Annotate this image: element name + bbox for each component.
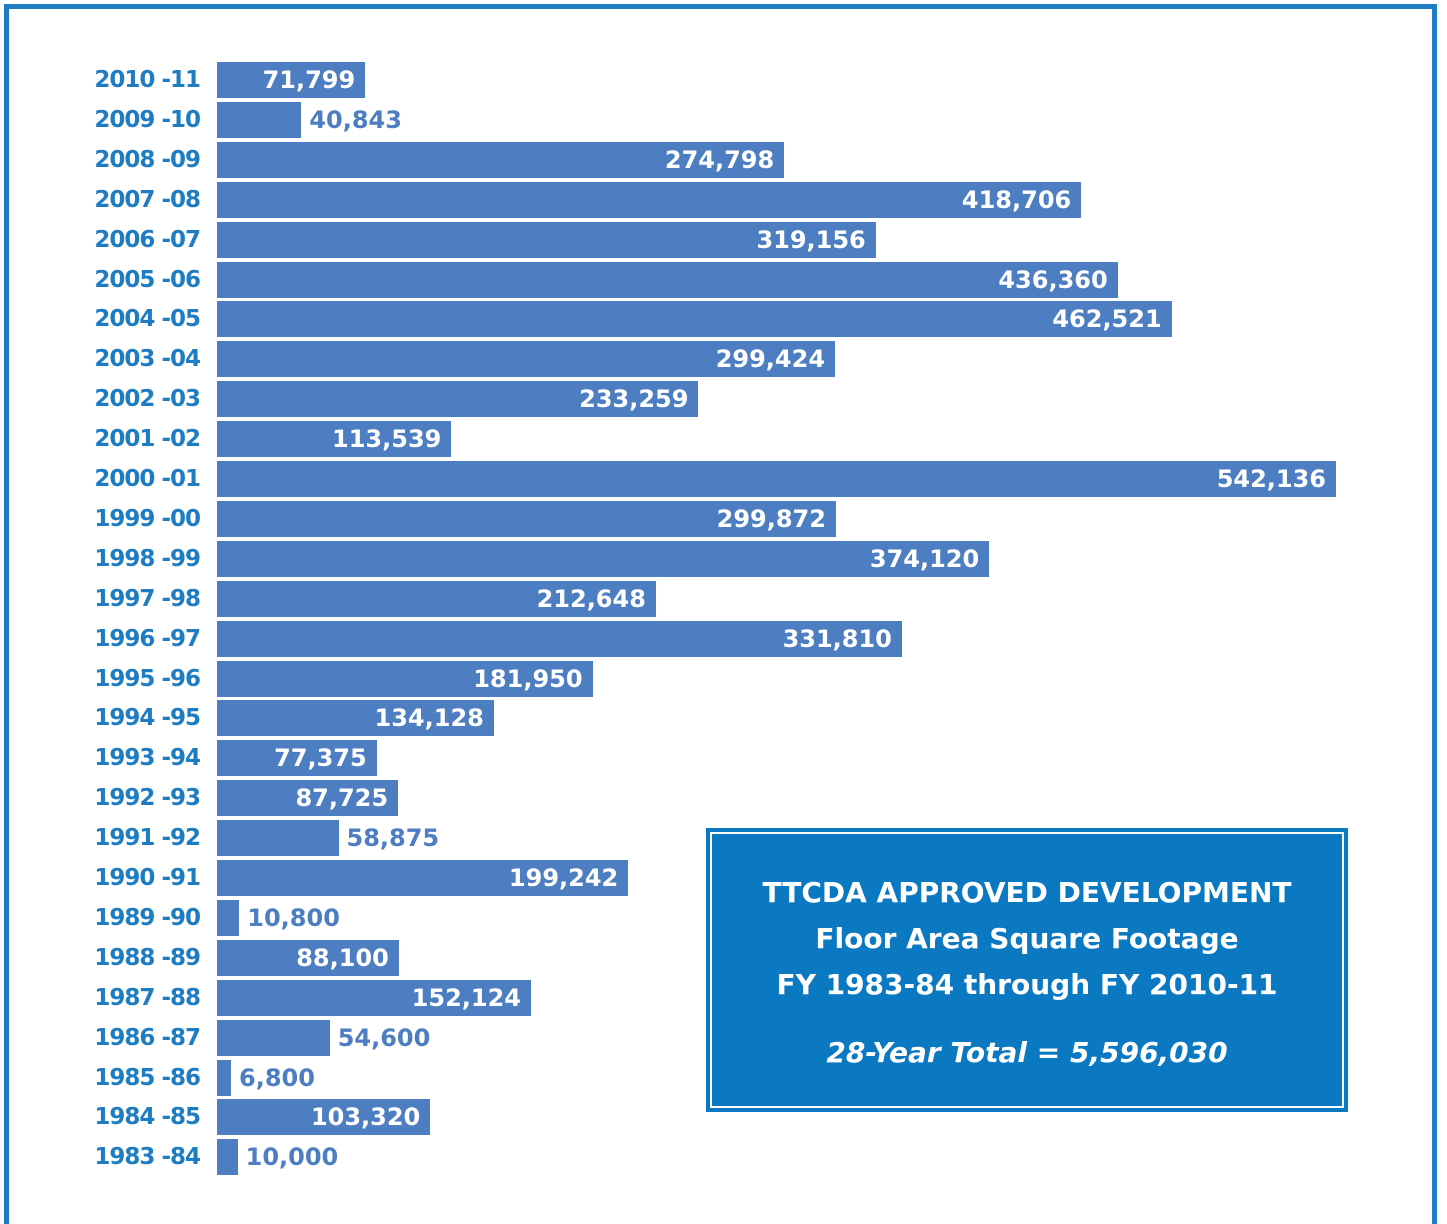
bar: [217, 1019, 330, 1056]
value-label: 71,799: [262, 66, 356, 94]
category-label: 2000 -01: [94, 466, 201, 492]
info-box-inner: TTCDA APPROVED DEVELOPMENT Floor Area Sq…: [710, 832, 1344, 1108]
bar: [217, 261, 1118, 298]
category-label: 1999 -00: [94, 505, 201, 532]
bar: [217, 820, 339, 857]
bar: [217, 181, 1082, 218]
info-total: 28-Year Total = 5,596,030: [826, 1036, 1228, 1069]
bar: [217, 860, 629, 896]
category-label: 2005 -06: [94, 266, 201, 293]
category-label: 1987 -88: [94, 984, 201, 1011]
category-label: 2001 -02: [94, 426, 201, 453]
value-label: 10,800: [247, 903, 340, 932]
category-label: 1986 -87: [94, 1024, 201, 1051]
value-label: 233,259: [579, 385, 689, 414]
value-label: 87,725: [295, 784, 389, 813]
category-label: 2008 -09: [94, 146, 201, 173]
bar: [217, 1059, 232, 1096]
value-label: 6,800: [239, 1063, 315, 1092]
category-label: 2004 -05: [94, 306, 201, 333]
value-label: 319,156: [756, 225, 866, 254]
value-label: 542,136: [1216, 465, 1326, 493]
value-label: 299,424: [715, 345, 826, 374]
category-label: 2003 -04: [94, 346, 201, 373]
value-label: 88,100: [296, 943, 389, 972]
value-label: 374,120: [869, 544, 980, 573]
category-label: 1994 -95: [94, 705, 201, 732]
category-label: 1995 -96: [94, 665, 201, 692]
value-label: 331,810: [782, 624, 892, 653]
info-subtitle: Floor Area Square Footage: [815, 922, 1239, 955]
value-label: 77,375: [274, 744, 367, 773]
value-label: 181,950: [473, 664, 583, 693]
category-label: 1998 -99: [94, 545, 201, 572]
chart-frame: [4, 4, 1437, 1224]
category-label: 1992 -93: [94, 785, 201, 812]
info-title: TTCDA APPROVED DEVELOPMENT: [762, 876, 1292, 909]
category-label: 1984 -85: [94, 1104, 201, 1131]
category-label: 1988 -89: [94, 944, 201, 971]
info-box: TTCDA APPROVED DEVELOPMENT Floor Area Sq…: [706, 828, 1348, 1112]
category-label: 1993 -94: [94, 745, 201, 772]
value-label: 113,539: [332, 425, 442, 454]
bar: [217, 1139, 238, 1176]
bar: [217, 101, 302, 138]
bar: [217, 500, 836, 537]
value-label: 418,706: [961, 185, 1072, 214]
category-label: 1991 -92: [94, 825, 201, 852]
bar: [217, 221, 876, 258]
category-label: 2010 -11: [94, 67, 201, 93]
category-label: 2006 -07: [94, 226, 201, 253]
bar: [217, 461, 1336, 497]
bar: [217, 660, 593, 697]
bar: [217, 899, 240, 936]
info-period: FY 1983-84 through FY 2010-11: [776, 968, 1278, 1001]
value-label: 10,000: [245, 1143, 339, 1172]
bar: [217, 62, 366, 98]
bar: [217, 1099, 431, 1136]
category-label: 1997 -98: [94, 585, 201, 612]
value-label: 152,124: [411, 983, 521, 1012]
bar: [217, 141, 785, 178]
value-label: 274,798: [664, 145, 775, 174]
bar: [217, 301, 1172, 338]
value-label: 54,600: [337, 1023, 431, 1052]
bar: [217, 381, 699, 418]
bar: [217, 421, 452, 458]
category-label: 2009 -10: [94, 106, 201, 133]
category-label: 1985 -86: [94, 1064, 201, 1091]
value-label: 134,128: [374, 704, 484, 733]
value-label: 299,872: [716, 504, 826, 533]
value-label: 462,521: [1052, 305, 1162, 334]
value-label: 58,875: [346, 824, 440, 853]
category-label: 1996 -97: [94, 625, 201, 652]
bar: [217, 700, 494, 737]
category-label: 1983 -84: [94, 1144, 201, 1171]
category-label: 1990 -91: [94, 865, 201, 891]
category-label: 2007 -08: [94, 186, 201, 213]
bar: [217, 740, 377, 777]
bar: [217, 939, 399, 976]
category-label: 1989 -90: [94, 904, 201, 931]
category-label: 2002 -03: [94, 386, 201, 413]
bar: [217, 540, 990, 577]
bar: [217, 341, 836, 378]
bar: [217, 780, 399, 817]
value-label: 40,843: [309, 105, 402, 134]
bar: [217, 620, 902, 657]
value-label: 436,360: [998, 265, 1108, 294]
bar: [217, 580, 656, 617]
bar: [217, 979, 531, 1016]
value-label: 212,648: [536, 584, 646, 613]
value-label: 103,320: [310, 1103, 421, 1132]
value-label: 199,242: [508, 864, 619, 892]
